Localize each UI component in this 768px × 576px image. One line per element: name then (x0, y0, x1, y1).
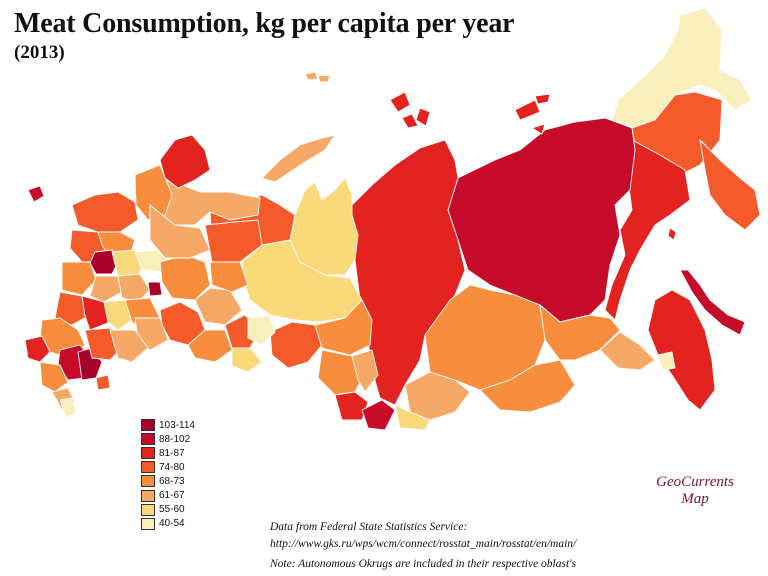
credit-line2: Map (681, 491, 709, 507)
region-south-7 (39, 361, 69, 393)
credit-line1: GeoCurrents (656, 474, 734, 490)
legend-item: 103-114 (141, 418, 195, 432)
region-yamal (289, 177, 359, 276)
legend-swatch (141, 433, 155, 446)
region-kurils (667, 227, 677, 241)
legend-item: 81-87 (141, 446, 195, 460)
region-south-10 (95, 374, 111, 391)
region-murmansk (159, 134, 211, 189)
region-kamchatka (699, 139, 761, 231)
legend-item: 40-54 (141, 517, 195, 531)
credit-logo: GeoCurrents Map (640, 474, 750, 508)
region-south-2 (24, 335, 51, 363)
legend-label: 40-54 (159, 518, 185, 530)
legend-swatch (141, 475, 155, 488)
region-karelia (134, 164, 173, 221)
legend-swatch (141, 419, 155, 432)
note-line: Note: Autonomous Okrugs are included in … (270, 558, 577, 570)
region-urals-1 (269, 321, 323, 369)
region-khabarovsk (604, 139, 691, 321)
legend: 103-114 88-102 81-87 74-80 68-73 61-67 5… (141, 418, 195, 531)
region-arctic-islands (389, 91, 551, 135)
legend-item: 61-67 (141, 488, 195, 502)
region-kaliningrad (27, 185, 45, 203)
map-title: Meat Consumption, kg per capita per year (14, 8, 515, 39)
region-central-8 (147, 281, 163, 297)
legend-label: 74-80 (159, 461, 185, 473)
region-franz-josef (304, 71, 331, 83)
region-siberia-3 (351, 349, 379, 393)
legend-item: 88-102 (141, 432, 195, 446)
region-novaya-zemlya (261, 134, 336, 183)
legend-label: 68-73 (159, 475, 185, 487)
region-south-6 (109, 329, 149, 363)
region-volga-1 (159, 254, 211, 301)
region-volga-10 (231, 347, 263, 373)
legend-swatch (141, 447, 155, 460)
region-primorsky (647, 289, 716, 411)
region-jewish (599, 331, 656, 371)
region-urals-2 (247, 314, 276, 346)
region-yakutia (447, 117, 636, 323)
legend-swatch (141, 503, 155, 516)
legend-item: 55-60 (141, 503, 195, 517)
legend-swatch (141, 517, 155, 530)
region-volga-6 (209, 261, 249, 293)
region-central-6 (89, 275, 123, 303)
legend-swatch (141, 489, 155, 502)
legend-item: 68-73 (141, 474, 195, 488)
region-siberia-5 (361, 399, 396, 431)
region-siberia-1 (314, 299, 373, 356)
region-volga-4 (194, 287, 243, 326)
region-central-5 (61, 261, 97, 296)
region-volga-2 (149, 204, 211, 259)
region-amur (539, 304, 621, 361)
region-central-9 (54, 291, 89, 326)
legend-item: 74-80 (141, 460, 195, 474)
legend-swatch (141, 461, 155, 474)
legend-label: 55-60 (159, 504, 185, 516)
region-sakhalin (679, 269, 746, 336)
region-leningrad (71, 191, 139, 233)
region-zabaykalsky (479, 359, 576, 413)
legend-label: 103-114 (159, 419, 195, 431)
source-line1: Data from Federal State Statistics Servi… (270, 521, 468, 533)
legend-label: 61-67 (159, 490, 185, 502)
source-url: http://www.gks.ru/wps/wcm/connect/rossta… (270, 538, 577, 550)
region-south-9 (59, 397, 77, 419)
region-siberia-4 (334, 391, 369, 421)
legend-label: 88-102 (159, 433, 191, 445)
region-central-10 (81, 295, 111, 331)
region-primorsky-south (657, 351, 676, 371)
legend-label: 81-87 (159, 447, 185, 459)
region-central-7 (117, 273, 151, 303)
region-tyva (394, 404, 431, 431)
map-subtitle: (2013) (14, 42, 65, 63)
